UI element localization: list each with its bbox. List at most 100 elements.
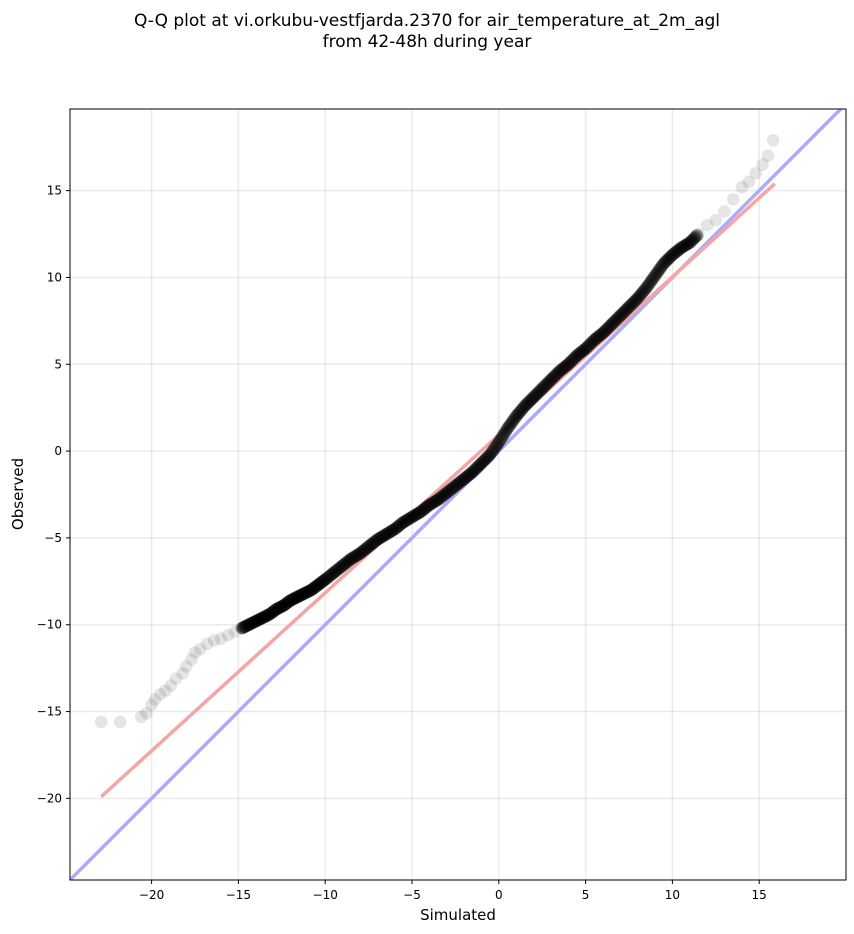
quantile-point [463, 467, 477, 481]
quantile-point [357, 543, 371, 557]
quantile-point [392, 519, 406, 533]
quantile-point [459, 471, 472, 485]
quantile-point [476, 455, 490, 469]
quantile-point [496, 429, 510, 442]
quantile-point [244, 617, 258, 630]
quantile-point [683, 236, 697, 250]
quantile-point [564, 355, 578, 368]
quantile-point [616, 306, 630, 320]
quantile-point [355, 546, 368, 559]
quantile-point [394, 518, 407, 531]
quantile-point [509, 410, 523, 423]
chart-title-line-1: Q-Q plot at vi.orkubu-vestfjarda.2370 fo… [133, 11, 721, 31]
quantile-point [766, 133, 780, 147]
quantile-point [514, 404, 527, 418]
quantile-point [553, 364, 566, 378]
quantile-point [306, 582, 319, 596]
quantile-point [491, 438, 504, 451]
quantile-point [590, 331, 604, 344]
quantile-point [228, 625, 242, 638]
y-tick-label: 10 [47, 270, 62, 284]
quantile-point [327, 566, 341, 579]
x-tick-label: −15 [226, 888, 251, 902]
quantile-point [430, 494, 443, 507]
quantile-point [288, 591, 302, 605]
quantile-point [440, 486, 454, 500]
quantile-point [389, 521, 403, 535]
quantile-point [618, 305, 631, 318]
y-axis-label: Observed [9, 458, 27, 530]
quantile-point [433, 492, 446, 505]
x-axis-label: Simulated [420, 906, 496, 924]
y-tick-label: 15 [47, 184, 62, 198]
quantile-point [250, 614, 264, 627]
quantile-point [473, 458, 487, 471]
quantile-point [412, 506, 426, 520]
quantile-point [180, 660, 193, 673]
x-tick-label: −20 [139, 888, 164, 902]
quantile-point [395, 517, 409, 530]
quantile-point [241, 619, 254, 632]
quantile-point [349, 549, 362, 563]
quantile-point [415, 504, 429, 518]
quantile-point [267, 604, 281, 618]
quantile-point [94, 715, 108, 729]
quantile-point [314, 576, 327, 590]
quantile-point [642, 277, 656, 291]
quantile-point [505, 416, 519, 429]
quantile-point [324, 568, 338, 582]
quantile-point [423, 498, 436, 512]
quantile-point [650, 267, 663, 280]
quantile-point [677, 239, 691, 253]
quantile-point [405, 510, 419, 524]
y-tick-label: −20 [37, 791, 62, 805]
quantile-point [321, 570, 335, 584]
quantile-point [742, 175, 756, 189]
quantile-point [587, 333, 601, 347]
quantile-point [679, 239, 692, 252]
quantile-point [431, 493, 445, 507]
quantile-point [446, 481, 459, 495]
quantile-point [582, 339, 595, 353]
quantile-point [114, 715, 127, 729]
plot-frame [69, 108, 847, 881]
quantile-point [512, 406, 526, 420]
quantile-point [340, 555, 354, 569]
quantile-point [256, 611, 269, 625]
quantile-point [566, 353, 579, 367]
quantile-point [300, 586, 313, 599]
quantile-point [663, 251, 676, 265]
quantile-point [313, 577, 326, 591]
quantile-point [638, 283, 652, 296]
quantile-point [465, 466, 478, 480]
quantile-point [243, 617, 257, 631]
quantile-point [301, 585, 315, 599]
quantile-point [596, 326, 610, 340]
quantile-point [368, 535, 381, 549]
quantile-point [467, 464, 481, 477]
quantile-point [493, 433, 507, 447]
quantile-point [651, 265, 665, 278]
quantile-point [159, 684, 172, 698]
quantile-point [388, 522, 401, 536]
quantile-point [563, 356, 576, 370]
quantile-point [342, 554, 355, 568]
quantile-point [444, 482, 458, 496]
quantile-point [245, 616, 259, 630]
quantile-point [528, 389, 542, 403]
quantile-point [726, 192, 740, 206]
quantile-point [315, 575, 329, 589]
quantile-point [592, 330, 605, 343]
quantile-point [424, 497, 438, 511]
quantile-point [561, 357, 575, 371]
quantile-point [330, 564, 344, 577]
quantile-point [522, 395, 536, 408]
quantile-point [469, 462, 482, 476]
quantile-point [214, 632, 228, 645]
quantile-point [140, 706, 153, 720]
quantile-point [519, 398, 533, 411]
quantile-point [278, 598, 291, 612]
quantile-point [292, 590, 305, 603]
quantile-point [485, 446, 498, 459]
